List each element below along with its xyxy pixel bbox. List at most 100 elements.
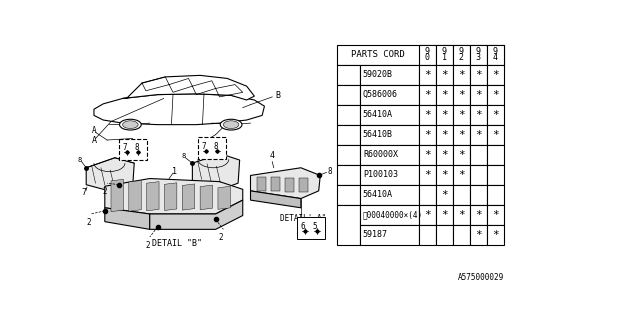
Text: *: *	[441, 190, 447, 200]
Bar	[360, 225, 419, 245]
Text: *: *	[424, 90, 431, 100]
Circle shape	[344, 170, 353, 179]
Text: *: *	[492, 90, 499, 100]
Text: 2: 2	[346, 90, 351, 99]
Text: *: *	[441, 210, 447, 220]
Polygon shape	[193, 154, 239, 189]
Text: 1: 1	[442, 53, 447, 62]
Text: Q586006: Q586006	[363, 90, 398, 99]
Text: 59020B: 59020B	[363, 70, 393, 79]
Text: 4: 4	[493, 53, 498, 62]
Text: *: *	[441, 69, 447, 80]
Ellipse shape	[123, 121, 138, 129]
Polygon shape	[111, 179, 124, 212]
Text: 9: 9	[442, 47, 447, 56]
Bar	[337, 165, 360, 185]
Polygon shape	[200, 185, 212, 210]
Text: *: *	[492, 130, 499, 140]
Polygon shape	[182, 184, 195, 210]
Text: *: *	[424, 150, 431, 160]
Bar	[360, 105, 419, 124]
Text: *: *	[492, 230, 499, 240]
Bar	[470, 165, 487, 185]
Bar	[452, 84, 470, 105]
Text: *: *	[475, 230, 482, 240]
Bar	[487, 205, 504, 225]
Text: 2: 2	[145, 241, 150, 250]
Bar	[436, 84, 452, 105]
Bar	[470, 105, 487, 124]
Bar	[297, 217, 325, 239]
Bar	[337, 105, 360, 124]
Bar	[436, 145, 452, 165]
Bar	[419, 65, 436, 84]
Text: *: *	[424, 170, 431, 180]
Text: 8: 8	[213, 141, 218, 151]
Bar	[360, 185, 419, 205]
Polygon shape	[271, 177, 280, 191]
Text: A575000029: A575000029	[458, 273, 504, 282]
Ellipse shape	[223, 121, 239, 129]
Text: *: *	[458, 110, 465, 120]
Polygon shape	[105, 208, 150, 229]
Bar	[470, 225, 487, 245]
Bar	[419, 105, 436, 124]
Text: *: *	[475, 130, 482, 140]
Bar	[452, 105, 470, 124]
Bar	[337, 145, 360, 165]
Bar	[487, 225, 504, 245]
Bar	[436, 165, 452, 185]
Polygon shape	[285, 178, 294, 192]
Text: 59187: 59187	[363, 230, 388, 239]
Polygon shape	[94, 94, 264, 124]
Circle shape	[344, 220, 353, 229]
Text: *: *	[424, 210, 431, 220]
Bar	[436, 205, 452, 225]
Ellipse shape	[120, 119, 141, 130]
Text: *: *	[441, 150, 447, 160]
Bar	[360, 124, 419, 145]
Circle shape	[344, 130, 353, 139]
Text: DETAIL "B": DETAIL "B"	[152, 239, 202, 248]
Text: *: *	[475, 210, 482, 220]
Text: 0: 0	[425, 53, 429, 62]
Bar	[470, 145, 487, 165]
Bar	[436, 124, 452, 145]
Bar	[360, 165, 419, 185]
Bar	[337, 44, 504, 65]
Text: *: *	[458, 170, 465, 180]
Bar	[470, 44, 487, 65]
Bar	[419, 205, 436, 225]
Text: 56410B: 56410B	[363, 130, 393, 139]
Polygon shape	[105, 179, 243, 214]
Text: *: *	[441, 90, 447, 100]
Text: *: *	[458, 69, 465, 80]
Polygon shape	[86, 158, 134, 192]
Bar	[436, 65, 452, 84]
Text: 9: 9	[425, 47, 429, 56]
Bar	[419, 225, 436, 245]
Text: *: *	[475, 69, 482, 80]
Text: DETAIL' A": DETAIL' A"	[280, 214, 326, 223]
Bar	[419, 165, 436, 185]
Ellipse shape	[220, 119, 242, 130]
Bar	[470, 124, 487, 145]
Text: *: *	[492, 110, 499, 120]
Polygon shape	[164, 183, 177, 211]
Bar	[452, 44, 470, 65]
Text: 56410A: 56410A	[363, 190, 393, 199]
Bar	[487, 84, 504, 105]
Bar	[436, 44, 452, 65]
Bar	[337, 185, 360, 205]
Bar	[452, 165, 470, 185]
Text: 2: 2	[86, 218, 91, 227]
Text: 2: 2	[219, 233, 223, 242]
Text: 7: 7	[81, 188, 86, 197]
Text: 8: 8	[134, 143, 139, 152]
Text: 4: 4	[346, 130, 351, 139]
Bar	[487, 105, 504, 124]
Bar	[419, 145, 436, 165]
Text: 8: 8	[346, 220, 351, 229]
Text: A: A	[92, 136, 97, 145]
Text: 3: 3	[225, 188, 230, 197]
